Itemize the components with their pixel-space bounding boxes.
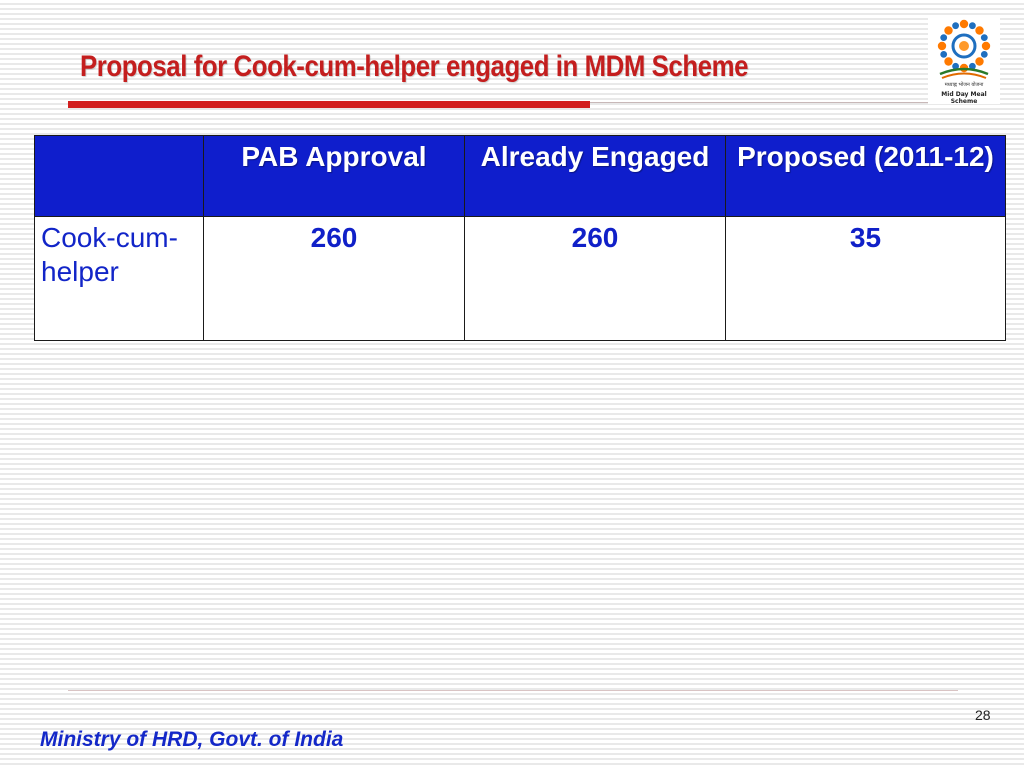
header-cell-proposed: Proposed (2011-12) bbox=[725, 135, 1006, 217]
header-cell-pab-approval: PAB Approval bbox=[203, 135, 465, 217]
header-cell-already-engaged: Already Engaged bbox=[464, 135, 726, 217]
footer-ministry: Ministry of HRD, Govt. of India bbox=[40, 728, 344, 751]
table-row: Cook-cum-helper 260 260 35 bbox=[34, 216, 1006, 341]
page-number: 28 bbox=[975, 707, 991, 723]
mdm-logo-icon bbox=[937, 19, 991, 79]
slide-title: Proposal for Cook-cum-helper engaged in … bbox=[80, 50, 749, 83]
table-header-row: PAB Approval Already Engaged Proposed (2… bbox=[34, 135, 1006, 217]
cell-already-engaged: 260 bbox=[464, 216, 726, 341]
cook-helper-table: PAB Approval Already Engaged Proposed (2… bbox=[34, 135, 1006, 341]
mdm-logo: मध्याह्न भोजन योजना Mid Day Meal Scheme bbox=[928, 16, 1000, 105]
logo-english-text: Mid Day Meal Scheme bbox=[941, 91, 987, 105]
logo-hindi-text: मध्याह्न भोजन योजना bbox=[944, 82, 984, 88]
title-underline-thin bbox=[590, 102, 928, 103]
row-label-cook-cum-helper: Cook-cum-helper bbox=[34, 216, 204, 341]
cell-pab-approval: 260 bbox=[203, 216, 465, 341]
cell-proposed: 35 bbox=[725, 216, 1006, 341]
footer-divider bbox=[68, 690, 958, 691]
header-cell-blank bbox=[34, 135, 204, 217]
title-underline-accent bbox=[68, 101, 590, 108]
